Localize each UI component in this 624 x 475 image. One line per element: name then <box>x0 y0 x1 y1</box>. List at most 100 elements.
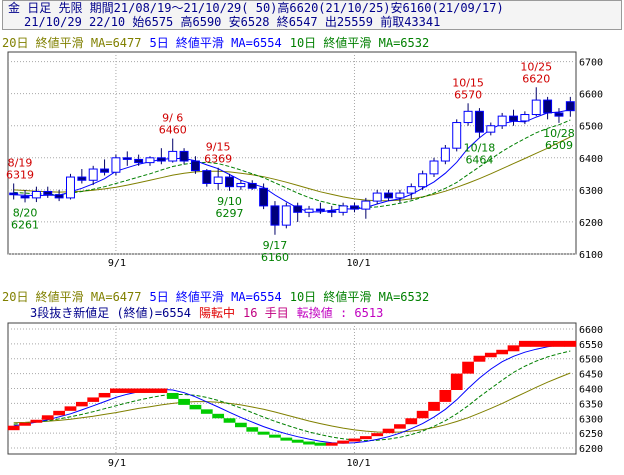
brick-up <box>359 436 372 440</box>
brick-up <box>75 401 88 407</box>
candle-up <box>429 160 439 175</box>
brick-up <box>121 388 134 393</box>
peak-date-label: 10/25 <box>520 60 552 73</box>
info-turn: 転換値 : 6513 <box>297 305 384 320</box>
brick-up <box>450 373 463 390</box>
brick-down <box>246 427 259 432</box>
brick-up <box>484 352 497 358</box>
candle-down <box>77 176 87 181</box>
brick-down <box>269 434 281 438</box>
peak-date-label: 10/15 <box>452 76 484 89</box>
y-tick-label: 6400 <box>579 154 603 165</box>
y-tick-label: 6250 <box>579 429 603 440</box>
peak-value-label: 6620 <box>522 72 550 85</box>
y-tick-label: 6550 <box>579 340 603 351</box>
brick-up <box>7 425 20 431</box>
legend-item: 5日 終値平滑 MA=6554 <box>149 35 281 50</box>
candle-up <box>406 186 416 194</box>
y-tick-label: 6200 <box>579 218 603 229</box>
brick-up <box>405 418 418 425</box>
plot-area <box>7 51 577 255</box>
candle-up <box>213 176 223 184</box>
legend-item: 5日 終値平滑 MA=6554 <box>149 289 281 304</box>
brick-up <box>53 410 65 416</box>
trough-date-label: 9/17 <box>263 239 288 252</box>
brick-up <box>337 440 349 444</box>
peak-value-label: 6460 <box>159 124 187 137</box>
candle-up <box>486 125 496 133</box>
candle-up <box>111 157 121 173</box>
header-line-2: 21/10/29 22/10 始6575 高6590 安6528 終6547 出… <box>24 15 441 29</box>
info-prefix: 3段抜き新値足 (終値)=6554 <box>30 305 191 320</box>
brick-down <box>235 422 247 428</box>
y-tick-label: 6700 <box>579 58 603 69</box>
y-tick-label: 6600 <box>579 325 603 336</box>
brick-up <box>132 388 145 393</box>
brick-up <box>428 401 440 411</box>
x-tick-label: 10/1 <box>346 458 370 469</box>
brick-up <box>325 442 338 446</box>
header-frame <box>2 0 622 30</box>
candle-down <box>384 192 394 199</box>
brick-up <box>348 438 361 442</box>
brick-down <box>314 442 327 446</box>
brick-up <box>371 433 384 437</box>
candle-up <box>168 150 178 162</box>
peak-value-label: 6369 <box>204 153 232 166</box>
trough-date-label: 10/18 <box>464 141 496 154</box>
candle-up <box>88 168 98 181</box>
ma5-line <box>13 343 571 444</box>
brick-down <box>291 439 304 443</box>
brick-down <box>303 441 315 445</box>
candle-up <box>520 114 530 122</box>
candle-down <box>270 205 280 226</box>
peak-date-label: 8/19 <box>8 156 33 169</box>
trough-date-label: 9/10 <box>217 195 242 208</box>
trough-date-label: 8/20 <box>13 206 38 219</box>
brick-up <box>541 340 554 347</box>
y-tick-label: 6350 <box>579 399 603 410</box>
peak-date-label: 9/ 6 <box>162 112 183 125</box>
info-count: 16 手目 <box>243 306 289 320</box>
candle-down <box>225 176 234 188</box>
candle-down <box>9 192 19 196</box>
legend-item: 20日 終値平滑 MA=6477 <box>2 289 141 304</box>
ma20-line <box>13 372 571 433</box>
brick-up <box>496 349 509 355</box>
trough-value-label: 6160 <box>261 251 289 264</box>
brick-up <box>110 388 122 393</box>
brick-up <box>519 340 531 347</box>
candle-up <box>304 208 314 213</box>
candle-down <box>54 194 64 199</box>
brick-down <box>257 431 270 435</box>
peak-value-label: 6570 <box>454 88 482 101</box>
brick-down <box>212 413 225 419</box>
brick-up <box>41 415 54 420</box>
y-tick-label: 6400 <box>579 385 603 396</box>
ma10-line <box>13 119 571 209</box>
trough-value-label: 6464 <box>465 153 493 166</box>
candle-down <box>509 115 518 122</box>
candle-up <box>338 205 348 213</box>
brick-up <box>155 388 168 393</box>
ma5-line <box>13 109 571 213</box>
candle-up <box>452 122 462 149</box>
candle-down <box>474 110 484 133</box>
brick-up <box>553 340 565 347</box>
candle-down <box>202 170 212 184</box>
brick-down <box>223 418 236 423</box>
candle-down <box>20 195 30 199</box>
candle-up <box>531 99 541 116</box>
candle-up <box>463 110 473 124</box>
x-tick-label: 9/1 <box>108 458 126 469</box>
candle-down <box>190 160 200 172</box>
candle-down <box>293 205 303 213</box>
x-tick-label: 9/1 <box>108 258 126 269</box>
trough-value-label: 6297 <box>216 207 244 220</box>
candle-down <box>122 157 132 160</box>
brick-up <box>439 389 452 402</box>
x-tick-label: 10/1 <box>346 258 370 269</box>
brick-up <box>144 388 156 393</box>
brick-up <box>394 424 406 429</box>
trough-date-label: 10/28 <box>543 127 575 140</box>
